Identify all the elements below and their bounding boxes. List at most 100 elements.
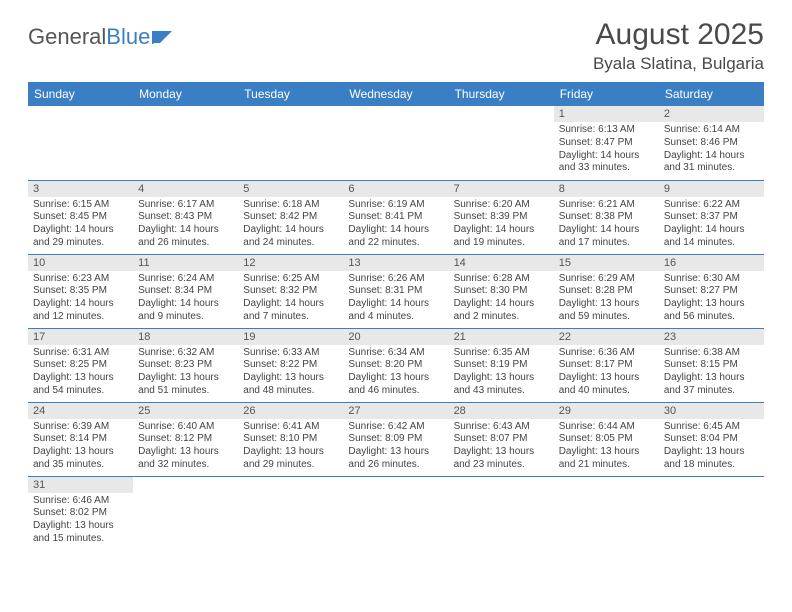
day-info: Sunrise: 6:28 AMSunset: 8:30 PMDaylight:… — [449, 271, 554, 327]
sunset-text: Sunset: 8:35 PM — [33, 285, 128, 298]
day-info: Sunrise: 6:40 AMSunset: 8:12 PMDaylight:… — [133, 419, 238, 475]
sunset-text: Sunset: 8:42 PM — [243, 211, 338, 224]
daylight-text-2: and 24 minutes. — [243, 237, 338, 250]
daylight-text-2: and 35 minutes. — [33, 459, 128, 472]
day-number: 26 — [238, 403, 343, 419]
sunrise-text: Sunrise: 6:36 AM — [559, 347, 654, 360]
daylight-text-2: and 40 minutes. — [559, 385, 654, 398]
page-header: GeneralBlue August 2025 Byala Slatina, B… — [28, 18, 764, 74]
day-info: Sunrise: 6:38 AMSunset: 8:15 PMDaylight:… — [659, 345, 764, 401]
month-title: August 2025 — [593, 18, 764, 52]
calendar-day-cell — [133, 476, 238, 550]
calendar-day-cell: 26Sunrise: 6:41 AMSunset: 8:10 PMDayligh… — [238, 402, 343, 476]
daylight-text-1: Daylight: 14 hours — [559, 224, 654, 237]
day-info: Sunrise: 6:39 AMSunset: 8:14 PMDaylight:… — [28, 419, 133, 475]
calendar-day-cell — [133, 106, 238, 180]
sunset-text: Sunset: 8:27 PM — [664, 285, 759, 298]
calendar-day-cell: 22Sunrise: 6:36 AMSunset: 8:17 PMDayligh… — [554, 328, 659, 402]
day-info: Sunrise: 6:31 AMSunset: 8:25 PMDaylight:… — [28, 345, 133, 401]
sunrise-text: Sunrise: 6:14 AM — [664, 124, 759, 137]
day-info: Sunrise: 6:43 AMSunset: 8:07 PMDaylight:… — [449, 419, 554, 475]
sunrise-text: Sunrise: 6:13 AM — [559, 124, 654, 137]
sunrise-text: Sunrise: 6:26 AM — [348, 273, 443, 286]
calendar-day-cell: 6Sunrise: 6:19 AMSunset: 8:41 PMDaylight… — [343, 180, 448, 254]
day-number: 29 — [554, 403, 659, 419]
daylight-text-1: Daylight: 13 hours — [33, 446, 128, 459]
day-number: 11 — [133, 255, 238, 271]
day-info: Sunrise: 6:15 AMSunset: 8:45 PMDaylight:… — [28, 197, 133, 253]
daylight-text-1: Daylight: 14 hours — [33, 298, 128, 311]
daylight-text-1: Daylight: 13 hours — [348, 446, 443, 459]
calendar-week-row: 1Sunrise: 6:13 AMSunset: 8:47 PMDaylight… — [28, 106, 764, 180]
sunrise-text: Sunrise: 6:18 AM — [243, 199, 338, 212]
daylight-text-1: Daylight: 13 hours — [33, 520, 128, 533]
sunset-text: Sunset: 8:09 PM — [348, 433, 443, 446]
sunset-text: Sunset: 8:25 PM — [33, 359, 128, 372]
day-number: 18 — [133, 329, 238, 345]
sunrise-text: Sunrise: 6:44 AM — [559, 421, 654, 434]
day-info: Sunrise: 6:19 AMSunset: 8:41 PMDaylight:… — [343, 197, 448, 253]
sunset-text: Sunset: 8:43 PM — [138, 211, 233, 224]
sunset-text: Sunset: 8:22 PM — [243, 359, 338, 372]
day-info: Sunrise: 6:45 AMSunset: 8:04 PMDaylight:… — [659, 419, 764, 475]
sunset-text: Sunset: 8:14 PM — [33, 433, 128, 446]
day-number: 1 — [554, 106, 659, 122]
sunrise-text: Sunrise: 6:40 AM — [138, 421, 233, 434]
daylight-text-2: and 54 minutes. — [33, 385, 128, 398]
calendar-day-cell — [449, 106, 554, 180]
daylight-text-2: and 56 minutes. — [664, 311, 759, 324]
calendar-body: 1Sunrise: 6:13 AMSunset: 8:47 PMDaylight… — [28, 106, 764, 550]
daylight-text-2: and 46 minutes. — [348, 385, 443, 398]
day-number: 21 — [449, 329, 554, 345]
calendar-day-cell: 13Sunrise: 6:26 AMSunset: 8:31 PMDayligh… — [343, 254, 448, 328]
day-number: 8 — [554, 181, 659, 197]
daylight-text-1: Daylight: 13 hours — [33, 372, 128, 385]
daylight-text-2: and 9 minutes. — [138, 311, 233, 324]
day-info: Sunrise: 6:21 AMSunset: 8:38 PMDaylight:… — [554, 197, 659, 253]
calendar-day-cell — [28, 106, 133, 180]
weekday-header: Tuesday — [238, 82, 343, 106]
daylight-text-1: Daylight: 13 hours — [138, 446, 233, 459]
sunset-text: Sunset: 8:23 PM — [138, 359, 233, 372]
sunset-text: Sunset: 8:12 PM — [138, 433, 233, 446]
sunset-text: Sunset: 8:39 PM — [454, 211, 549, 224]
day-number: 28 — [449, 403, 554, 419]
day-info: Sunrise: 6:34 AMSunset: 8:20 PMDaylight:… — [343, 345, 448, 401]
daylight-text-2: and 33 minutes. — [559, 162, 654, 175]
day-info: Sunrise: 6:14 AMSunset: 8:46 PMDaylight:… — [659, 122, 764, 178]
sunset-text: Sunset: 8:07 PM — [454, 433, 549, 446]
weekday-header: Monday — [133, 82, 238, 106]
daylight-text-1: Daylight: 13 hours — [559, 372, 654, 385]
sunset-text: Sunset: 8:17 PM — [559, 359, 654, 372]
day-number: 13 — [343, 255, 448, 271]
calendar-day-cell: 30Sunrise: 6:45 AMSunset: 8:04 PMDayligh… — [659, 402, 764, 476]
calendar-week-row: 3Sunrise: 6:15 AMSunset: 8:45 PMDaylight… — [28, 180, 764, 254]
daylight-text-1: Daylight: 13 hours — [454, 372, 549, 385]
day-number: 17 — [28, 329, 133, 345]
daylight-text-2: and 23 minutes. — [454, 459, 549, 472]
day-number: 30 — [659, 403, 764, 419]
calendar-table: Sunday Monday Tuesday Wednesday Thursday… — [28, 82, 764, 550]
day-info: Sunrise: 6:36 AMSunset: 8:17 PMDaylight:… — [554, 345, 659, 401]
logo-flag-icon — [152, 29, 174, 45]
daylight-text-1: Daylight: 14 hours — [138, 298, 233, 311]
sunset-text: Sunset: 8:38 PM — [559, 211, 654, 224]
logo-text-general: General — [28, 24, 106, 50]
daylight-text-1: Daylight: 14 hours — [454, 224, 549, 237]
sunrise-text: Sunrise: 6:19 AM — [348, 199, 443, 212]
daylight-text-2: and 43 minutes. — [454, 385, 549, 398]
sunrise-text: Sunrise: 6:17 AM — [138, 199, 233, 212]
daylight-text-2: and 26 minutes. — [138, 237, 233, 250]
sunrise-text: Sunrise: 6:21 AM — [559, 199, 654, 212]
day-info: Sunrise: 6:42 AMSunset: 8:09 PMDaylight:… — [343, 419, 448, 475]
day-info: Sunrise: 6:22 AMSunset: 8:37 PMDaylight:… — [659, 197, 764, 253]
daylight-text-2: and 15 minutes. — [33, 533, 128, 546]
daylight-text-2: and 48 minutes. — [243, 385, 338, 398]
daylight-text-2: and 26 minutes. — [348, 459, 443, 472]
calendar-day-cell: 16Sunrise: 6:30 AMSunset: 8:27 PMDayligh… — [659, 254, 764, 328]
weekday-header: Thursday — [449, 82, 554, 106]
weekday-header: Sunday — [28, 82, 133, 106]
daylight-text-1: Daylight: 14 hours — [138, 224, 233, 237]
sunrise-text: Sunrise: 6:38 AM — [664, 347, 759, 360]
daylight-text-1: Daylight: 13 hours — [454, 446, 549, 459]
